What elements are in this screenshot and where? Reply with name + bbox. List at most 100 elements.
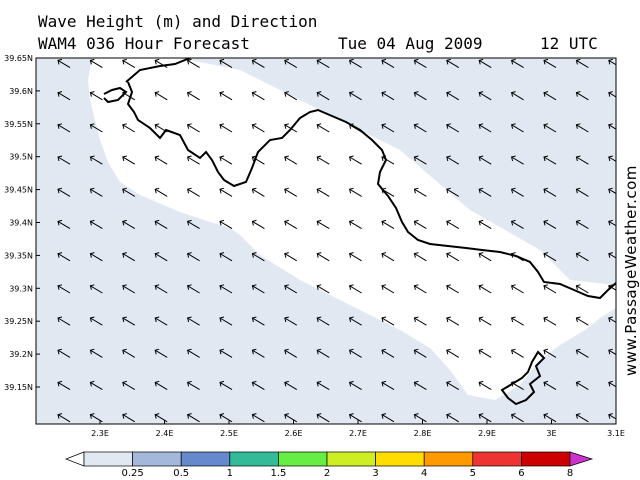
lat-label: 39.4N bbox=[9, 219, 33, 228]
wave-arrow bbox=[316, 187, 330, 197]
wave-arrow bbox=[316, 316, 330, 326]
wave-arrow bbox=[510, 284, 524, 294]
wave-arrow bbox=[89, 58, 103, 69]
lon-label: 3E bbox=[546, 429, 556, 438]
wave-arrow bbox=[57, 284, 71, 294]
wave-arrow bbox=[608, 348, 616, 356]
wave-arrow bbox=[122, 284, 136, 294]
wave-arrow bbox=[478, 123, 492, 133]
legend-swatch bbox=[278, 451, 328, 467]
wave-arrow bbox=[510, 316, 524, 326]
wave-arrow bbox=[608, 252, 616, 259]
wave-arrow bbox=[122, 58, 136, 69]
wave-arrow bbox=[510, 380, 524, 391]
wave-arrow bbox=[446, 413, 460, 423]
chart-title: Wave Height (m) and Direction bbox=[38, 12, 318, 31]
wave-arrow bbox=[575, 187, 589, 197]
lat-label: 39.65N bbox=[4, 54, 33, 63]
wave-arrow bbox=[413, 284, 427, 294]
wave-arrow bbox=[186, 155, 200, 165]
wave-arrow bbox=[348, 316, 362, 326]
wave-arrow bbox=[348, 219, 362, 230]
wave-arrow bbox=[89, 123, 103, 133]
wave-arrow bbox=[446, 58, 460, 69]
lon-label: 2.9E bbox=[478, 429, 496, 438]
wave-arrow bbox=[575, 413, 589, 423]
wave-arrow bbox=[251, 316, 265, 326]
wave-arrow bbox=[89, 219, 103, 230]
wave-arrow bbox=[219, 187, 233, 197]
wave-arrow bbox=[381, 380, 395, 391]
wave-arrow bbox=[510, 187, 524, 197]
lat-label: 39.15N bbox=[4, 383, 33, 392]
legend-swatch bbox=[521, 451, 571, 467]
wave-arrow bbox=[57, 123, 71, 133]
lat-label: 39.6N bbox=[9, 87, 33, 96]
wave-arrow bbox=[186, 123, 200, 133]
wave-arrow bbox=[219, 58, 233, 69]
legend-swatch bbox=[132, 451, 182, 467]
wave-arrow bbox=[186, 252, 200, 262]
wave-arrow bbox=[284, 123, 298, 133]
wave-height-legend: 0.25 0.5 1 1.5 2 3 4 5 6 8 bbox=[65, 451, 594, 479]
wave-arrow bbox=[446, 155, 460, 165]
wave-arrow bbox=[316, 348, 330, 358]
wave-arrow bbox=[543, 316, 557, 326]
wave-arrow bbox=[446, 219, 460, 230]
wave-arrow bbox=[478, 316, 492, 326]
wave-arrow bbox=[186, 284, 200, 294]
wave-arrow bbox=[510, 123, 524, 133]
wave-arrow bbox=[478, 58, 492, 69]
wave-arrow bbox=[413, 123, 427, 133]
wave-arrow bbox=[543, 123, 557, 133]
wave-arrow bbox=[608, 123, 616, 130]
wave-arrow bbox=[122, 413, 136, 423]
wave-arrow bbox=[543, 58, 557, 69]
wave-arrow bbox=[219, 155, 233, 165]
wave-arrow bbox=[381, 91, 395, 101]
wave-arrow bbox=[316, 123, 330, 133]
wave-arrow bbox=[89, 252, 103, 262]
wave-arrow bbox=[381, 219, 395, 230]
wave-arrow bbox=[284, 380, 298, 391]
wave-arrow bbox=[122, 348, 136, 358]
wave-arrow bbox=[122, 316, 136, 326]
wave-arrow bbox=[89, 284, 103, 294]
wave-arrow bbox=[543, 155, 557, 165]
wave-arrow bbox=[316, 58, 330, 69]
legend-label: 1 bbox=[227, 468, 233, 479]
wave-arrow bbox=[348, 348, 362, 358]
legend-tip-low bbox=[65, 451, 85, 467]
wave-arrow bbox=[316, 219, 330, 230]
lon-label: 2.6E bbox=[285, 429, 303, 438]
wave-arrow bbox=[413, 413, 427, 423]
wave-arrow bbox=[478, 187, 492, 197]
wave-arrow bbox=[510, 91, 524, 101]
wave-arrow bbox=[413, 316, 427, 326]
wave-arrow bbox=[154, 123, 168, 133]
wave-arrow bbox=[348, 413, 362, 423]
wave-arrow bbox=[219, 91, 233, 101]
map-frame bbox=[35, 57, 617, 425]
wave-arrow bbox=[478, 348, 492, 358]
wave-arrow bbox=[219, 316, 233, 326]
lon-label: 2.3E bbox=[91, 429, 109, 438]
wave-arrow bbox=[122, 123, 136, 133]
wave-arrow bbox=[510, 58, 524, 69]
wave-arrow bbox=[608, 155, 616, 162]
lat-label: 39.5N bbox=[9, 153, 33, 162]
wave-arrow bbox=[219, 348, 233, 358]
wave-arrow bbox=[348, 284, 362, 294]
wave-arrow bbox=[608, 91, 616, 98]
wave-arrow bbox=[89, 91, 103, 101]
wave-arrow bbox=[154, 413, 168, 423]
wave-arrow bbox=[316, 284, 330, 294]
wave-arrow bbox=[413, 348, 427, 358]
wave-arrow bbox=[381, 187, 395, 197]
wave-arrow bbox=[284, 316, 298, 326]
wave-arrow bbox=[575, 348, 589, 358]
coastline bbox=[103, 58, 616, 406]
wave-arrow bbox=[381, 348, 395, 358]
wave-arrow bbox=[510, 252, 524, 262]
wave-arrow bbox=[57, 348, 71, 358]
